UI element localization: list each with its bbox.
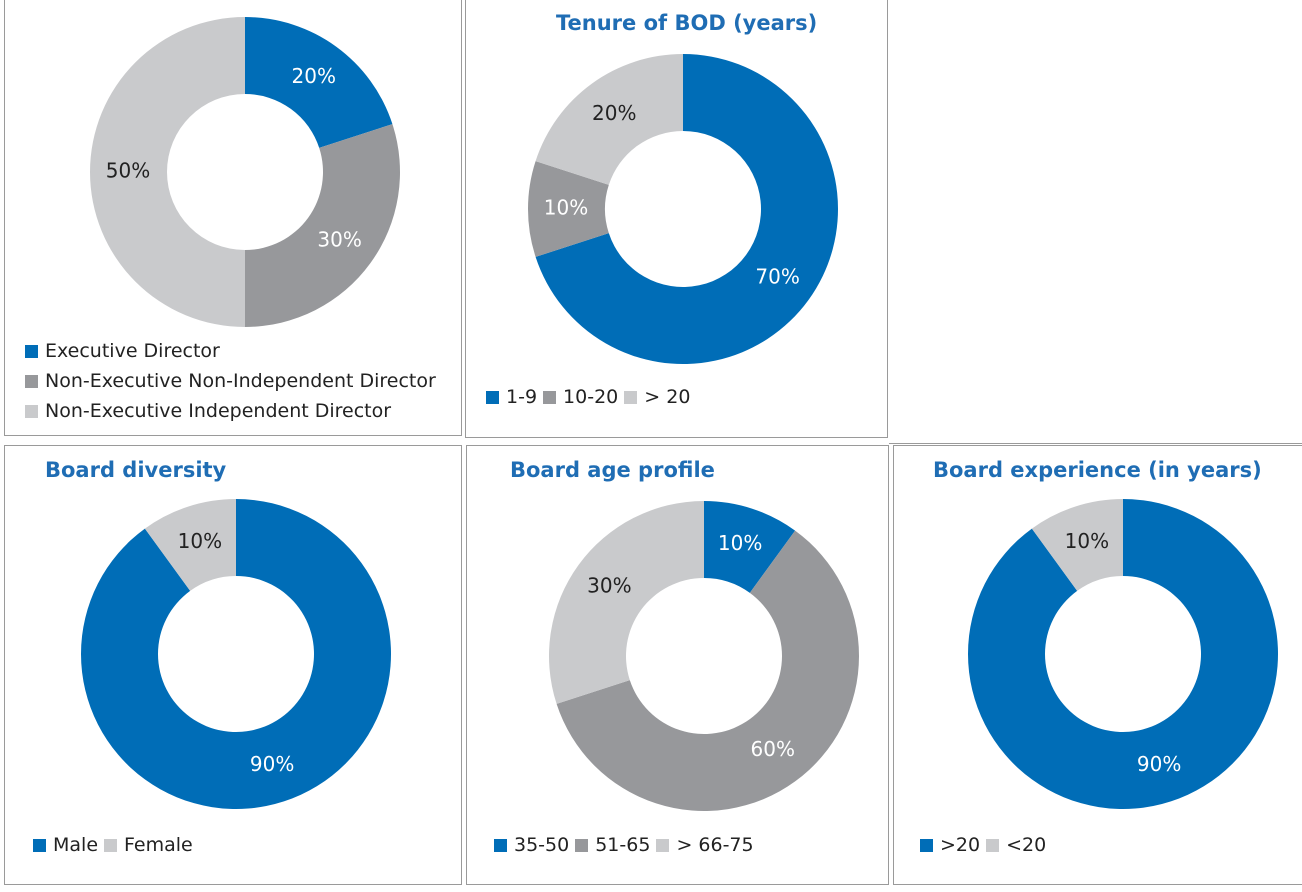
diversity-data-label-female: 10% (178, 529, 222, 553)
legend-swatch-icon (104, 838, 118, 852)
age-legend-item-51-65: 51-65 (575, 830, 650, 860)
age-slice-51-65 (556, 530, 859, 811)
diversity-legend-item-male: Male (33, 830, 98, 860)
diversity-donut-chart: 90% 10% (81, 499, 391, 809)
composition-data-label-non-executive-independent-director: 50% (106, 159, 150, 183)
composition-data-label-executive-director: 20% (292, 64, 336, 88)
tenure-data-label-1-9: 70% (755, 264, 799, 288)
experience-legend: >20 <20 (920, 830, 1052, 860)
experience-chart-title: Board experience (in years) (933, 458, 1262, 482)
age-chart-title: Board age profile (510, 458, 715, 482)
legend-label: Male (53, 834, 99, 856)
composition-slice-executive-director (245, 17, 393, 148)
legend-label: > 66-75 (676, 834, 754, 856)
experience-donut-chart: 90% 10% (968, 499, 1278, 809)
composition-data-label-non-executive-non-independent-director: 30% (317, 227, 361, 251)
diversity-legend: Male Female (33, 830, 199, 860)
legend-label: <20 (1006, 834, 1047, 856)
tenure-data-label-20: 20% (592, 101, 636, 125)
composition-legend-item-non-executive-independent-director: Non-Executive Independent Director (25, 396, 436, 426)
experience-data-label-20: 10% (1065, 529, 1109, 553)
legend-swatch-icon (575, 838, 589, 852)
age-legend-item-66-75: > 66-75 (656, 830, 754, 860)
age-data-label-51-65: 60% (751, 737, 795, 761)
experience-slice-20 (1031, 499, 1123, 591)
age-legend: 35-50 51-65 > 66-75 (494, 830, 760, 860)
diversity-slice-female (144, 499, 236, 591)
experience-legend-item-20: <20 (986, 830, 1046, 860)
age-data-label-66-75: 30% (587, 574, 631, 598)
legend-swatch-icon (624, 390, 638, 404)
age-legend-item-35-50: 35-50 (494, 830, 569, 860)
legend-label: 35-50 (514, 834, 570, 856)
legend-label: Female (124, 834, 193, 856)
experience-data-label-20: 90% (1137, 752, 1181, 776)
legend-label: Non-Executive Non-Independent Director (45, 370, 436, 392)
tenure-donut-chart: 70% 10% 20% (528, 54, 838, 364)
legend-swatch-icon (25, 404, 38, 418)
legend-label: >20 (940, 834, 981, 856)
legend-swatch-icon (656, 838, 670, 852)
diversity-slice-male (81, 499, 391, 809)
tenure-legend-item-20: > 20 (624, 382, 690, 412)
composition-slice-non-executive-independent-director (89, 17, 246, 328)
diversity-legend-item-female: Female (104, 830, 193, 860)
tenure-legend: 1-9 10-20 > 20 (486, 382, 696, 412)
age-slice-66-75 (549, 501, 704, 704)
legend-swatch-icon (33, 838, 46, 852)
legend-swatch-icon (25, 344, 38, 358)
tenure-chart-title: Tenure of BOD (years) (556, 11, 818, 35)
diversity-data-label-male: 90% (250, 752, 294, 776)
age-slice-35-50 (704, 501, 796, 593)
legend-swatch-icon (25, 374, 38, 388)
legend-swatch-icon (494, 838, 507, 852)
tenure-slice-20 (535, 54, 683, 185)
tenure-legend-item-1-9: 1-9 (486, 382, 537, 412)
board-age-panel: Board age profile 10% 60% 30% 35-50 51-65 > … (466, 445, 889, 885)
tenure-slice-10-20 (528, 161, 609, 257)
age-data-label-35-50: 10% (718, 531, 762, 555)
legend-swatch-icon (486, 390, 499, 404)
composition-legend-item-non-executive-non-independent-director: Non-Executive Non-Independent Director (25, 366, 436, 396)
composition-legend: Executive Director Non-Executive Non-Inde… (25, 336, 436, 426)
age-donut-chart: 10% 60% 30% (549, 501, 859, 811)
legend-swatch-icon (986, 838, 1000, 852)
tenure-slice-1-9 (535, 54, 838, 364)
composition-slice-non-executive-non-independent-director (245, 124, 400, 327)
legend-swatch-icon (543, 390, 557, 404)
composition-legend-item-executive-director: Executive Director (25, 336, 436, 366)
tenure-legend-item-10-20: 10-20 (543, 382, 618, 412)
legend-label: 10-20 (563, 386, 619, 408)
legend-label: Executive Director (45, 340, 220, 362)
experience-legend-item-20: >20 (920, 830, 980, 860)
tenure-panel: Tenure of BOD (years) 70% 10% 20% 1-9 10-20… (465, 0, 888, 438)
legend-label: 1-9 (506, 386, 538, 408)
composition-donut-chart: 20% 30% 50% (89, 17, 400, 328)
legend-label: 51-65 (595, 834, 651, 856)
diversity-chart-title: Board diversity (45, 458, 227, 482)
legend-swatch-icon (920, 838, 933, 852)
legend-label: > 20 (644, 386, 691, 408)
tenure-data-label-10-20: 10% (544, 196, 588, 220)
board-diversity-panel: Board diversity 90% 10% Male Female (4, 445, 462, 885)
experience-slice-20 (968, 499, 1278, 809)
board-composition-panel: 20% 30% 50% Executive Director Non-Executiv… (4, 0, 462, 436)
panel-divider (889, 443, 1302, 444)
legend-label: Non-Executive Independent Director (45, 400, 392, 422)
board-experience-panel: Board experience (in years) 90% 10% >20 <2… (893, 445, 1302, 885)
